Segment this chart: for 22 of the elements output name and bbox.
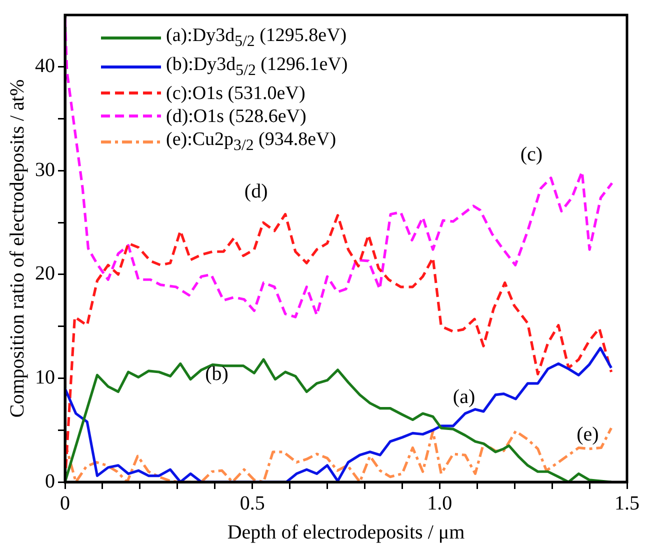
annotation: (a) [452,386,476,408]
y-axis-title: Composition ratio of electrodeposits / at% [6,79,28,418]
legend-label: (c):O1s (531.0eV) [166,82,306,105]
y-tick-label: 40 [35,55,55,78]
y-tick-label: 30 [35,158,55,181]
legend-label: (b):Dy3d$_{5/2}$ (1296.1eV) [166,52,348,81]
x-tick-label: 1.5 [614,492,640,514]
legend-label: (e):Cu2p$_{3/2}$ (934.8eV) [166,128,336,156]
annotation: (b) [205,362,228,385]
legend-label: (d):O1s (528.6eV) [166,104,306,128]
y-tick-label: 0 [45,470,55,492]
annotation: (c) [520,143,543,166]
legend-label: (a):Dy3d$_{5/2}$ (1295.8eV) [166,24,347,52]
y-tick-label: 20 [35,262,55,285]
annotation: (d) [244,180,268,203]
x-tick-label: 1.0 [427,492,452,514]
x-tick-label: 0 [60,492,70,514]
x-tick-label: 0.5 [240,492,265,514]
x-axis-title: Depth of electrodeposits / μm [227,521,466,544]
line-series [65,426,613,482]
y-tick-label: 10 [35,366,55,388]
annotation: (e) [576,424,599,446]
